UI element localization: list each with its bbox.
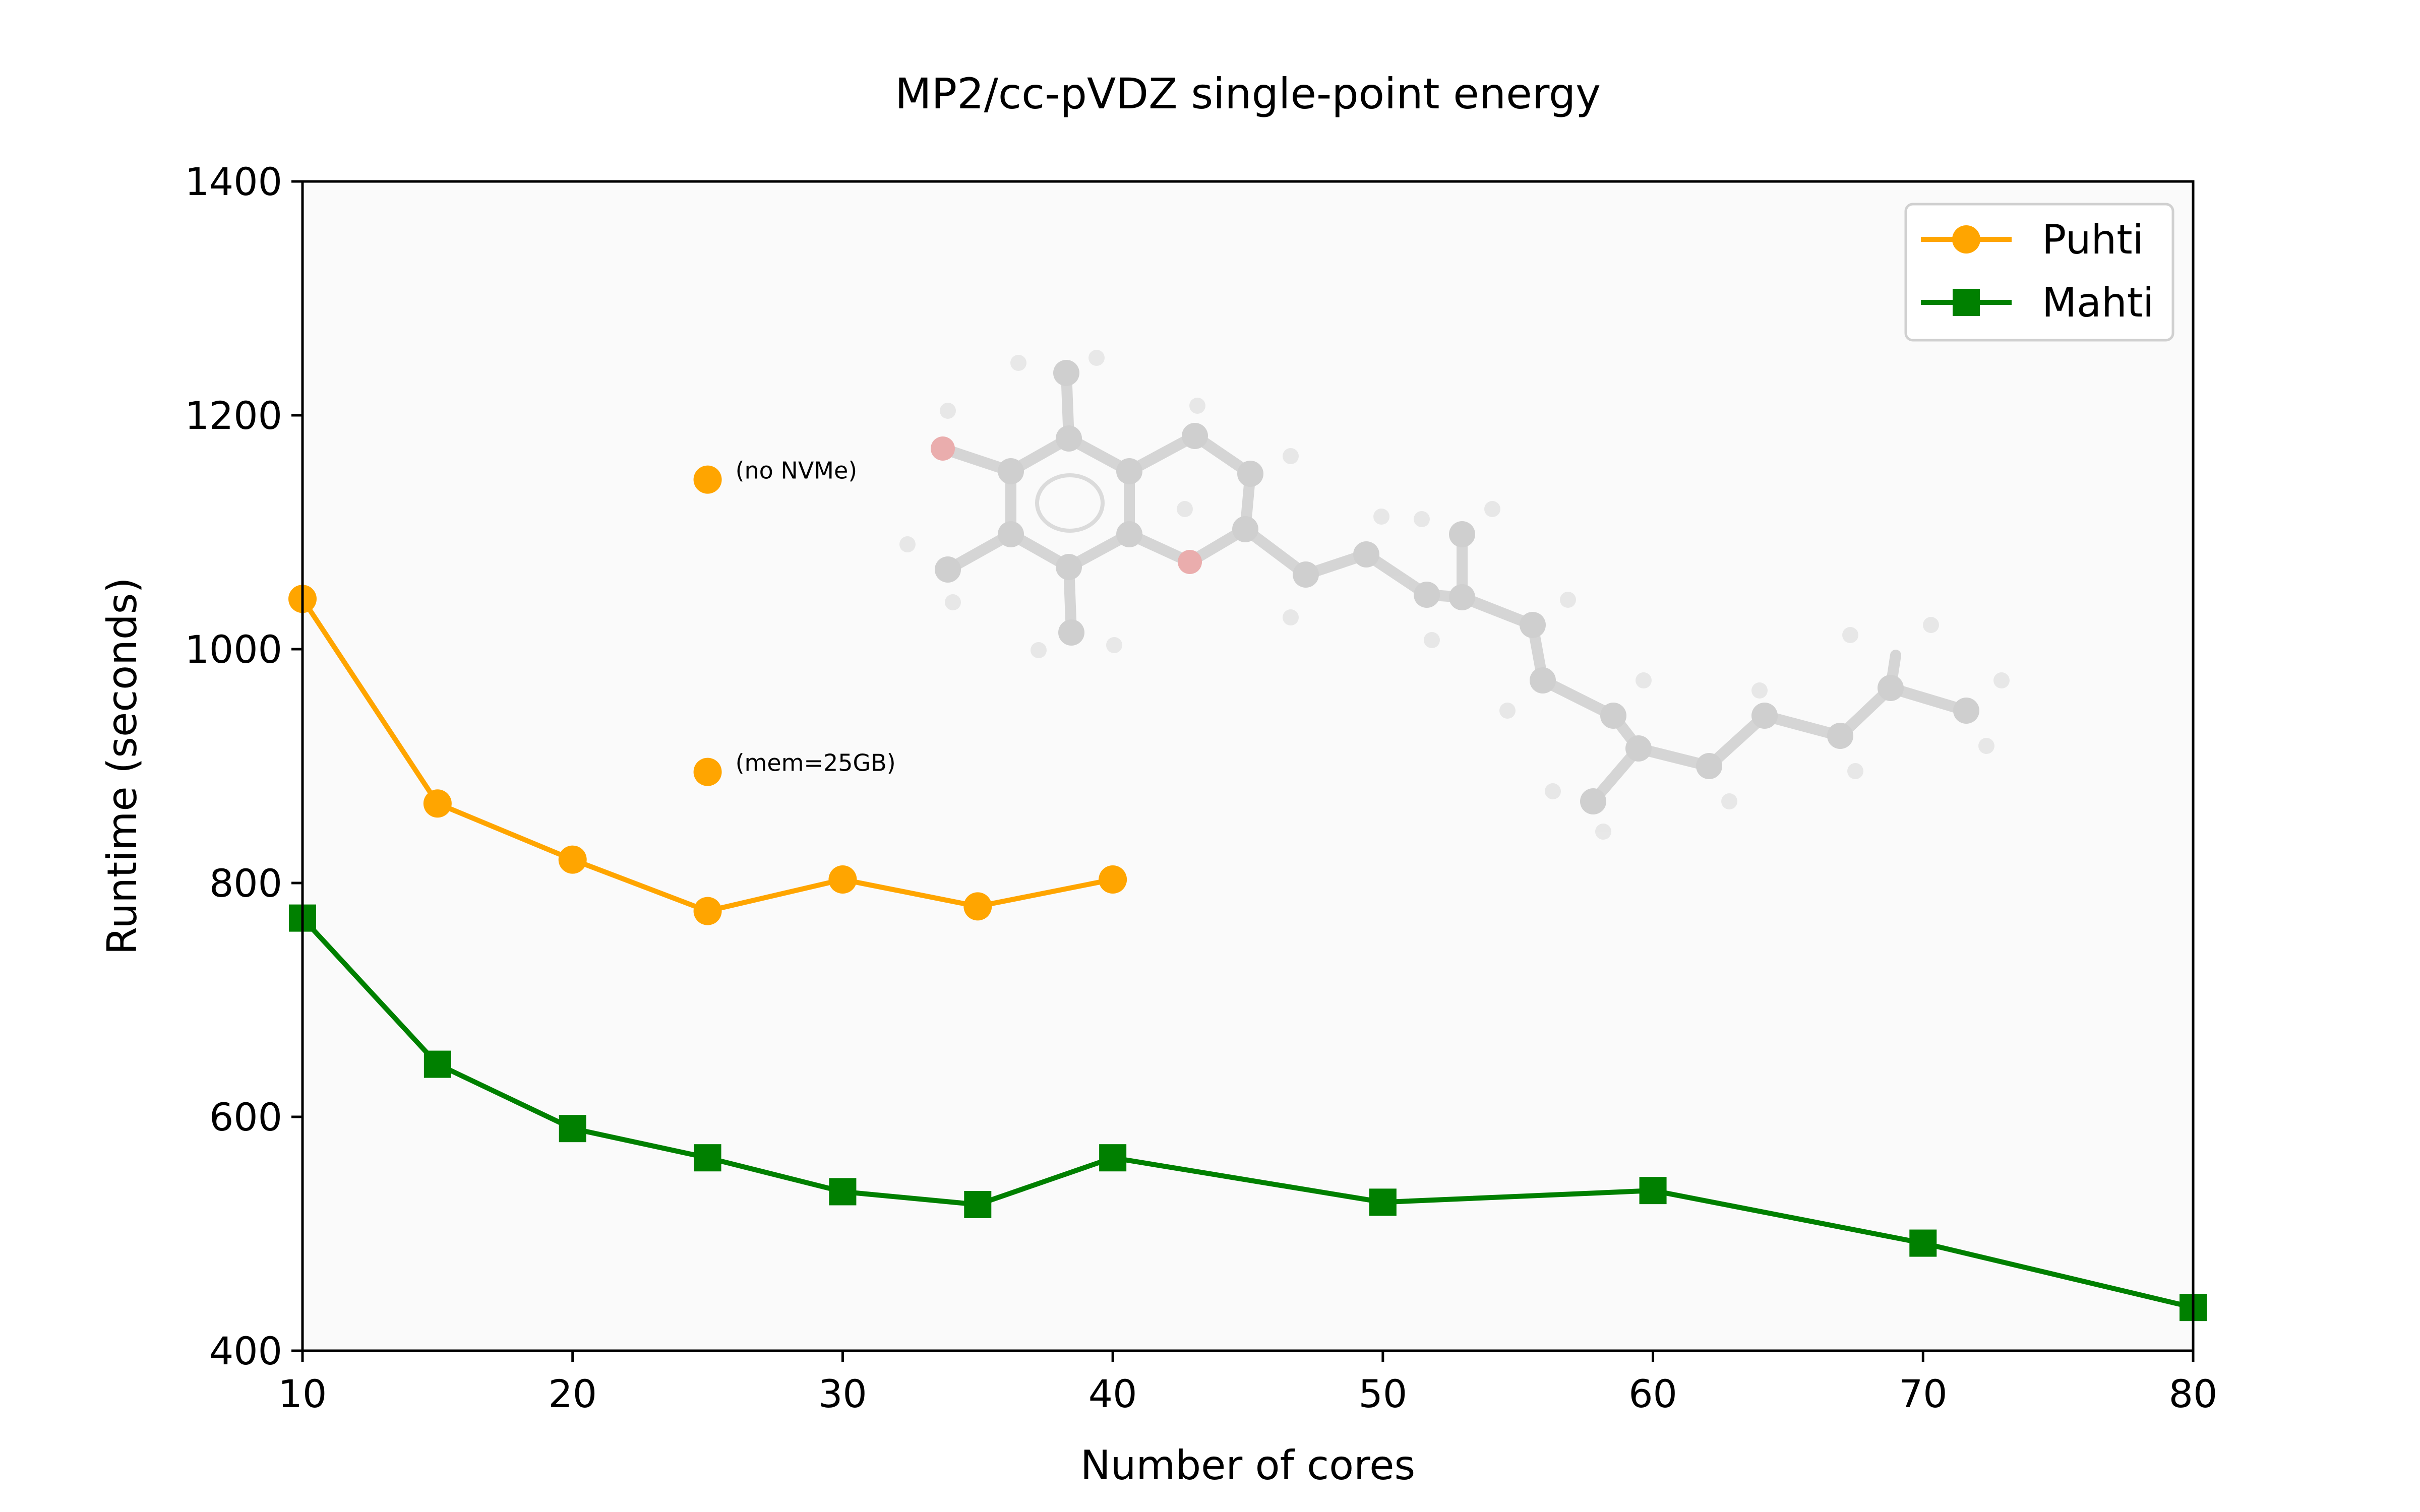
annotation-layer: (no NVMe) (mem=25GB) [693, 457, 896, 786]
extra-data-point [693, 758, 722, 786]
y-axis-label: Runtime (seconds) [99, 578, 146, 955]
x-tick-label: 10 [278, 1371, 327, 1416]
y-tick-label: 1200 [185, 393, 282, 438]
x-tick-label: 70 [1899, 1371, 1948, 1416]
data-point-mahti [1099, 1144, 1127, 1172]
legend-label: Puhti [2042, 216, 2144, 263]
data-point-mahti [559, 1115, 586, 1143]
plot-frame [301, 180, 2195, 1352]
data-point-mahti [1369, 1188, 1397, 1216]
y-tick-label: 1000 [185, 627, 282, 672]
data-point-puhti [693, 897, 722, 925]
y-tick-label: 400 [209, 1329, 282, 1373]
data-point-mahti [694, 1144, 721, 1172]
extra-data-point [693, 465, 722, 494]
data-point-puhti [423, 789, 452, 818]
point-annotation: (mem=25GB) [736, 749, 896, 777]
legend-label: Mahti [2042, 279, 2154, 326]
molecule-watermark [899, 350, 2010, 840]
data-point-mahti [964, 1191, 992, 1218]
data-point-puhti [963, 892, 992, 921]
data-point-mahti [829, 1178, 857, 1206]
x-axis-label: Number of cores [1080, 1442, 1415, 1489]
data-point-puhti [828, 865, 857, 894]
x-tick-label: 60 [1628, 1371, 1677, 1416]
x-tick-label: 40 [1088, 1371, 1137, 1416]
x-tick-label: 30 [818, 1371, 867, 1416]
y-axis: 400 600 800 1000 1200 1400 [185, 159, 302, 1373]
point-annotation: (no NVMe) [736, 457, 858, 484]
y-tick-label: 800 [209, 861, 282, 906]
legend: Puhti Mahti [1904, 203, 2174, 342]
y-tick-label: 600 [209, 1095, 282, 1140]
x-tick-label: 50 [1358, 1371, 1407, 1416]
data-point-puhti [558, 845, 587, 874]
data-point-puhti [1099, 865, 1127, 894]
y-tick-label: 1400 [185, 159, 282, 204]
legend-item-puhti: Puhti [1921, 216, 2144, 263]
x-tick-label: 20 [548, 1371, 597, 1416]
legend-marker [1953, 289, 1980, 316]
data-point-mahti [424, 1050, 451, 1078]
plot-area [302, 181, 2193, 1351]
chart-title: MP2/cc-pVDZ single-point energy [895, 69, 1601, 118]
x-tick-label: 80 [2169, 1371, 2218, 1416]
legend-marker [1952, 225, 1980, 254]
data-point-mahti [1639, 1177, 1667, 1205]
legend-item-mahti: Mahti [1921, 279, 2154, 326]
x-axis: 10 20 30 40 50 60 70 80 [278, 1351, 2218, 1416]
data-point-mahti [1909, 1229, 1937, 1257]
